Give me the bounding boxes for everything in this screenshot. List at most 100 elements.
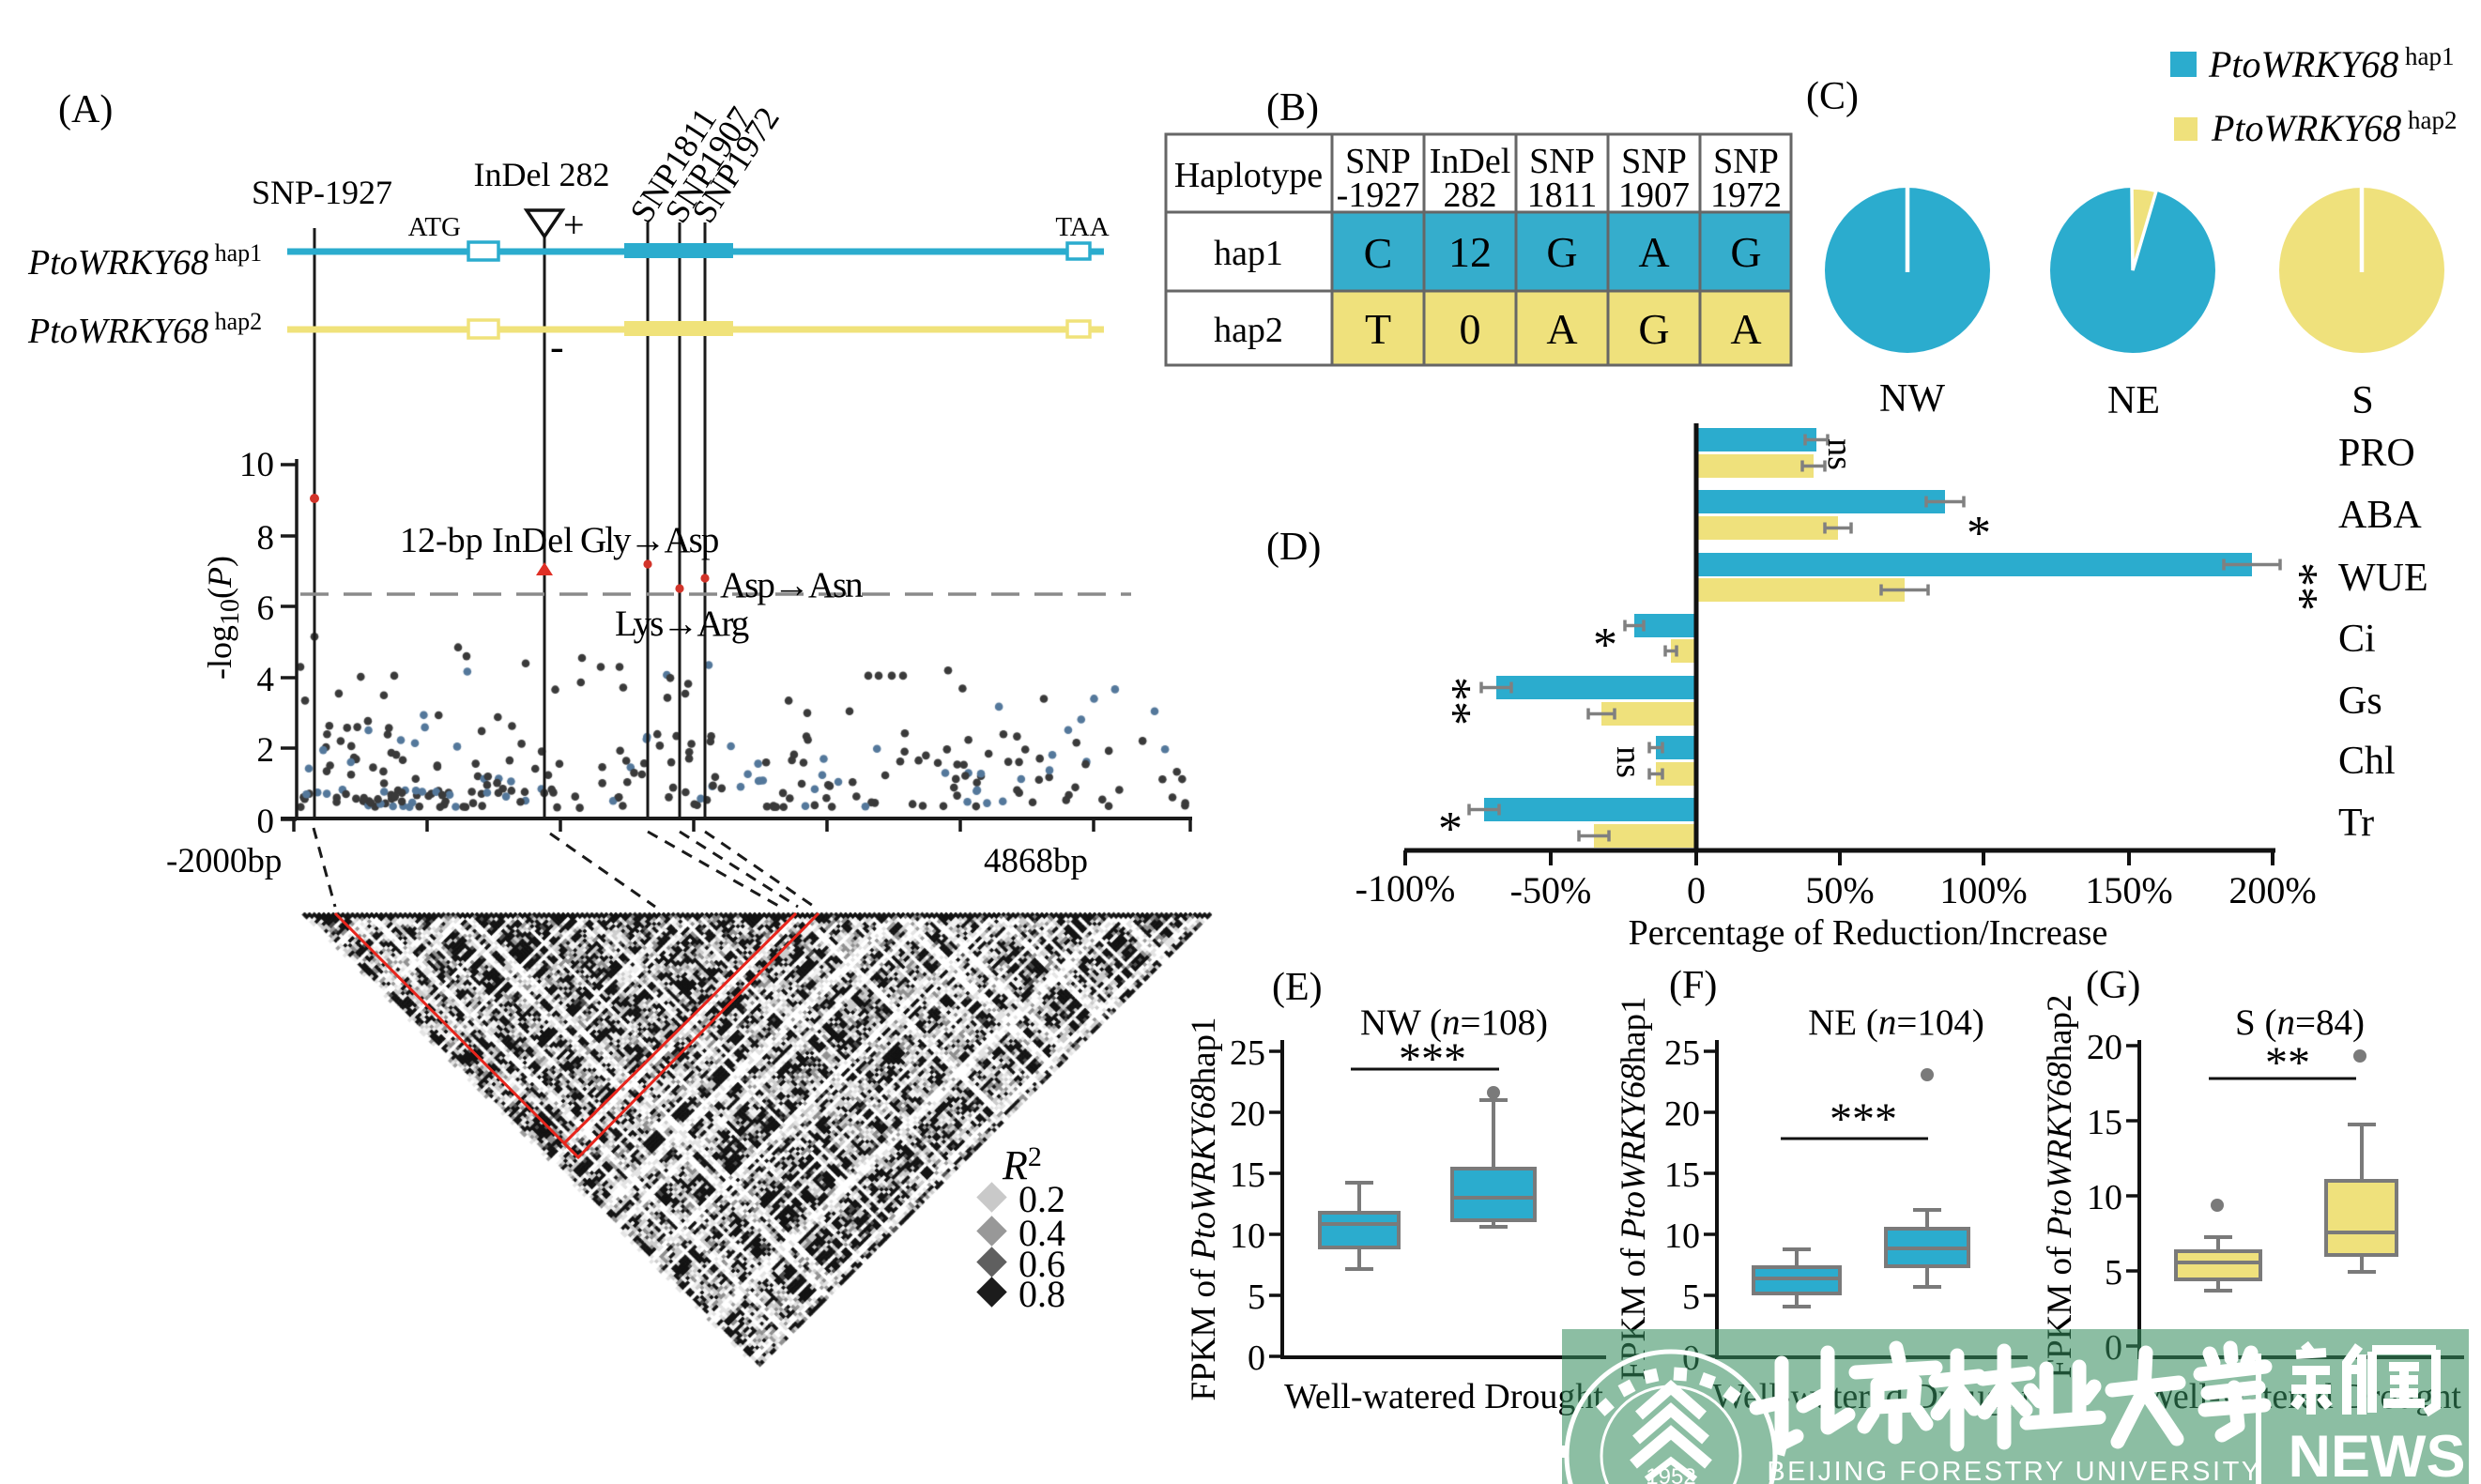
svg-text:1907: 1907	[1618, 176, 1690, 215]
svg-text:20: 20	[1230, 1094, 1265, 1134]
svg-text:2: 2	[257, 731, 275, 770]
svg-text:Chl: Chl	[2338, 740, 2396, 783]
svg-text:8: 8	[257, 519, 275, 558]
svg-text:G: G	[1638, 305, 1669, 353]
svg-text:0.2: 0.2	[1018, 1178, 1065, 1220]
svg-text:FPKM of PtoWRKY68hap1: FPKM of PtoWRKY68hap1	[1615, 996, 1653, 1380]
svg-text:282: 282	[1444, 176, 1497, 215]
svg-text:5: 5	[1682, 1277, 1700, 1317]
svg-text:Gs: Gs	[2338, 680, 2382, 723]
svg-text:**: **	[2274, 562, 2327, 611]
svg-text:Well-watered Drought: Well-watered Drought	[1284, 1377, 1603, 1416]
svg-text:10: 10	[1664, 1216, 1700, 1256]
svg-text:R2: R2	[1002, 1141, 1042, 1188]
svg-text:5: 5	[1248, 1277, 1265, 1317]
svg-text:Gly→Asp: Gly→Asp	[580, 520, 718, 560]
svg-text:1952: 1952	[1646, 1464, 1695, 1484]
svg-text:NEWS: NEWS	[2289, 1424, 2466, 1484]
svg-text:WUE: WUE	[2338, 557, 2428, 600]
svg-text:200%: 200%	[2228, 869, 2316, 911]
svg-text:10: 10	[2087, 1178, 2122, 1217]
svg-text:0.4: 0.4	[1018, 1212, 1065, 1254]
svg-text:(C): (C)	[1806, 75, 1859, 118]
svg-text:4868bp: 4868bp	[984, 842, 1088, 880]
svg-text:25: 25	[1664, 1033, 1700, 1073]
svg-text:-log10(P): -log10(P)	[201, 556, 245, 680]
svg-text:BEIJING FORESTRY UNIVERSITY: BEIJING FORESTRY UNIVERSITY	[1767, 1457, 2261, 1484]
svg-text:ns: ns	[1820, 438, 1860, 470]
svg-text:SNP: SNP	[1621, 142, 1687, 181]
svg-text:(G): (G)	[2086, 964, 2140, 1007]
svg-text:150%: 150%	[2085, 869, 2172, 911]
svg-text:*: *	[1593, 619, 1617, 672]
svg-text:hap2: hap2	[1214, 311, 1283, 350]
svg-text:***: ***	[1830, 1094, 1897, 1144]
svg-text:**: **	[1427, 677, 1480, 726]
svg-text:6: 6	[257, 589, 275, 628]
svg-text:0: 0	[1248, 1339, 1265, 1378]
svg-text:*: *	[1967, 507, 1991, 560]
svg-text:A: A	[1730, 305, 1761, 353]
svg-text:+: +	[563, 204, 585, 246]
svg-text:-50%: -50%	[1510, 869, 1592, 911]
svg-text:SNP: SNP	[1345, 142, 1411, 181]
svg-text:Ci: Ci	[2338, 618, 2376, 661]
svg-text:NE (n=104): NE (n=104)	[1808, 1002, 1984, 1043]
svg-text:-2000bp: -2000bp	[166, 842, 282, 880]
svg-text:SNP: SNP	[1529, 142, 1595, 181]
svg-text:PtoWRKY68 hap1: PtoWRKY68 hap1	[2208, 42, 2454, 85]
svg-text:50%: 50%	[1805, 869, 1874, 911]
svg-text:G: G	[1730, 228, 1761, 276]
svg-text:ns: ns	[1609, 746, 1648, 778]
svg-text:(A): (A)	[58, 88, 113, 131]
svg-text:PtoWRKY68 hap2: PtoWRKY68 hap2	[27, 308, 262, 351]
svg-text:Haplotype: Haplotype	[1174, 156, 1323, 195]
svg-text:10: 10	[239, 446, 274, 484]
svg-text:0: 0	[1460, 305, 1481, 353]
svg-text:NE: NE	[2107, 379, 2160, 422]
svg-text:TAA: TAA	[1055, 212, 1109, 242]
svg-text:100%: 100%	[1939, 869, 2027, 911]
svg-text:Lys→Arg: Lys→Arg	[615, 604, 749, 644]
svg-text:-1927: -1927	[1337, 176, 1420, 215]
svg-text:Asp→Asn: Asp→Asn	[720, 565, 863, 605]
svg-text:0: 0	[1687, 869, 1706, 911]
svg-text:**: **	[2265, 1038, 2310, 1088]
svg-text:15: 15	[1230, 1155, 1265, 1195]
svg-text:10: 10	[1230, 1216, 1265, 1256]
svg-text:0.6: 0.6	[1018, 1243, 1065, 1285]
svg-text:20: 20	[2087, 1028, 2122, 1067]
svg-text:12: 12	[1448, 228, 1492, 276]
svg-text:A: A	[1546, 305, 1577, 353]
svg-text:1972: 1972	[1710, 176, 1782, 215]
svg-text:0: 0	[257, 803, 275, 841]
svg-text:PRO: PRO	[2338, 432, 2415, 475]
svg-text:InDel 282: InDel 282	[474, 156, 610, 193]
svg-text:25: 25	[1230, 1033, 1265, 1073]
svg-text:G: G	[1546, 228, 1577, 276]
svg-text:NW (n=108): NW (n=108)	[1360, 1002, 1548, 1043]
svg-text:5: 5	[2105, 1253, 2122, 1293]
svg-text:hap1: hap1	[1214, 234, 1283, 273]
svg-text:SNP-1927: SNP-1927	[252, 174, 392, 211]
svg-text:FPKM of PtoWRKY68hap2: FPKM of PtoWRKY68hap2	[2041, 994, 2079, 1378]
svg-text:S: S	[2351, 379, 2373, 422]
svg-text:FPKM of PtoWRKY68hap1: FPKM of PtoWRKY68hap1	[1185, 1017, 1223, 1400]
svg-text:A: A	[1638, 228, 1669, 276]
svg-text:-100%: -100%	[1355, 867, 1456, 910]
svg-text:SNP: SNP	[1713, 142, 1779, 181]
svg-text:ATG: ATG	[408, 212, 461, 242]
svg-text:15: 15	[1664, 1155, 1700, 1195]
svg-text:1811: 1811	[1527, 176, 1598, 215]
svg-text:ABA: ABA	[2338, 494, 2422, 537]
svg-text:T: T	[1365, 305, 1391, 353]
svg-text:Percentage of Reduction/Increa: Percentage of Reduction/Increase	[1629, 913, 2108, 953]
svg-text:Tr: Tr	[2338, 802, 2374, 845]
svg-text:4: 4	[257, 661, 275, 699]
svg-text:(E): (E)	[1272, 966, 1323, 1009]
svg-text:*: *	[1438, 803, 1463, 856]
svg-text:***: ***	[1399, 1034, 1466, 1084]
svg-text:20: 20	[1664, 1094, 1700, 1134]
svg-text:NW: NW	[1879, 377, 1945, 421]
svg-text:12-bp InDel: 12-bp InDel	[400, 521, 574, 560]
